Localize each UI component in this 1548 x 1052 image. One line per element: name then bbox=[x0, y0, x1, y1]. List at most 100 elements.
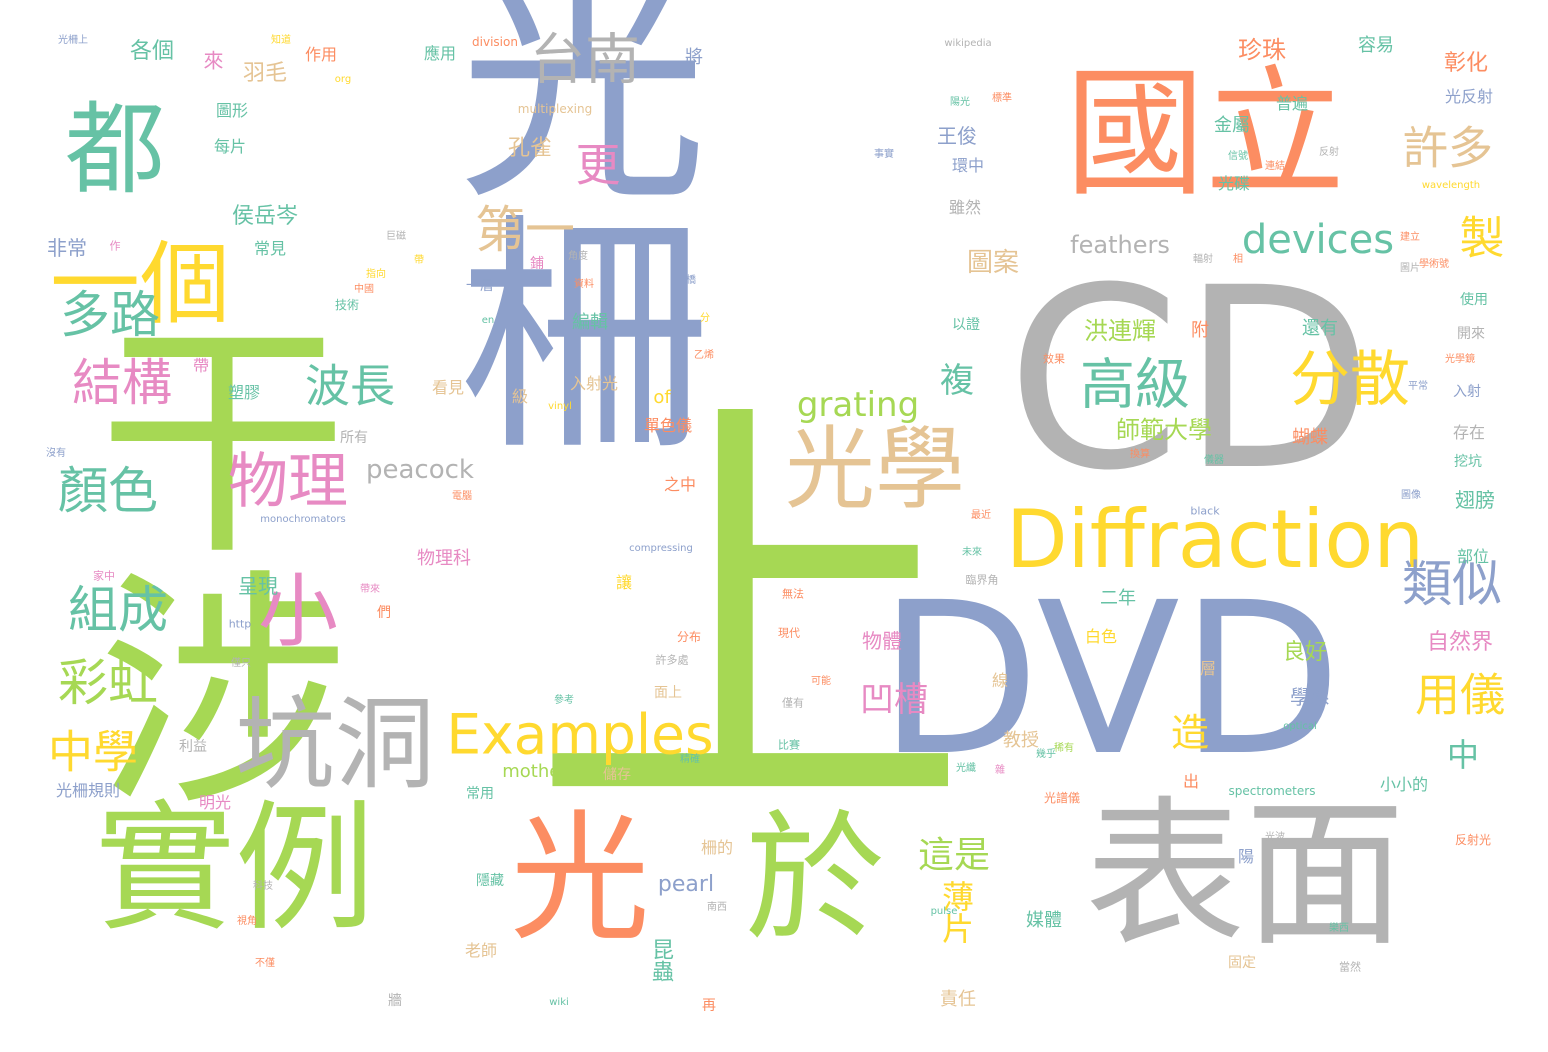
word-xinhao: 信號 bbox=[1228, 151, 1248, 162]
word-danseyi: 單色儀 bbox=[643, 416, 693, 435]
word-wuli: 物理 bbox=[228, 447, 348, 517]
word-meipian: 每片 bbox=[213, 137, 247, 156]
word-yangguang: 陽光 bbox=[950, 97, 970, 108]
word-qiao: 橋 bbox=[686, 275, 696, 286]
word-zhongguo: 中國 bbox=[354, 284, 374, 295]
word-kengdong: 坑洞 bbox=[235, 686, 435, 803]
word-xuduochu: 許多處 bbox=[655, 653, 689, 667]
word-linjiejiao: 臨界角 bbox=[965, 573, 999, 587]
word-laoshi: 老師 bbox=[464, 941, 498, 960]
word-yingyong: 應用 bbox=[423, 44, 457, 63]
word-qiang: 牆 bbox=[388, 993, 402, 1009]
word-of: of bbox=[653, 387, 671, 408]
word-tainan: 台南 bbox=[529, 27, 641, 92]
word-biaomian: 表面 bbox=[1084, 781, 1406, 968]
word-guangxuejing: 光學鏡 bbox=[1445, 354, 1475, 365]
word-vinyl: vinyl bbox=[548, 401, 572, 412]
word-jiang: 將 bbox=[685, 47, 703, 68]
word-buwei: 部位 bbox=[1456, 547, 1490, 566]
word-yumao: 羽毛 bbox=[242, 61, 288, 86]
word-huanzhong: 環中 bbox=[951, 156, 985, 175]
word-zhi: 製 bbox=[1459, 211, 1505, 265]
word-zhizhong: 之中 bbox=[663, 475, 697, 494]
word-lianghao: 良好 bbox=[1282, 640, 1328, 665]
word-leisi: 類似 bbox=[1402, 555, 1502, 613]
word-wakeng: 挖坑 bbox=[1454, 454, 1482, 470]
word-fu: 複 bbox=[940, 361, 974, 401]
word-monochromators: monochromators bbox=[260, 514, 346, 525]
word-hudie: 蝴蝶 bbox=[1292, 427, 1328, 448]
word-guangshan: 光柵 bbox=[415, 0, 706, 455]
word-division: division bbox=[472, 35, 518, 49]
word-changjian: 常見 bbox=[253, 239, 287, 258]
word-jiaodu: 角度 bbox=[568, 251, 588, 262]
word-geng: 更 bbox=[575, 138, 621, 192]
word-guangxian: 光纖 bbox=[956, 763, 976, 774]
word-guang: 光 bbox=[509, 798, 651, 961]
word-diffraction: Diffraction bbox=[1005, 493, 1425, 586]
word-fensan: 分散 bbox=[1290, 345, 1410, 415]
word-fenbu: 分布 bbox=[676, 630, 702, 644]
word-yiceng: 一層 bbox=[466, 278, 494, 294]
word-rushe: 入射 bbox=[1453, 384, 1481, 400]
word-feathers: feathers bbox=[1070, 231, 1170, 259]
word-cd: CD bbox=[1006, 234, 1374, 525]
word-caihong: 彩虹 bbox=[58, 654, 158, 712]
word-black: black bbox=[1190, 504, 1220, 518]
word-chengxian: 呈現 bbox=[238, 574, 278, 598]
word-nanxi: 南西 bbox=[707, 902, 727, 913]
word-wavelength: wavelength bbox=[1421, 180, 1481, 191]
word-ceng: 層 bbox=[1199, 659, 1217, 678]
word-cankao: 參考 bbox=[554, 695, 574, 706]
word-peacock: peacock bbox=[366, 455, 474, 485]
word-http: http bbox=[228, 617, 252, 631]
word-bianji: 編輯 bbox=[572, 312, 608, 333]
word-baopian: 薄片 bbox=[937, 880, 975, 944]
word-wangjun: 王俊 bbox=[937, 124, 977, 148]
word-yincang: 隱藏 bbox=[476, 873, 504, 889]
word-keneng: 可能 bbox=[811, 676, 831, 687]
word-yongyi: 用儀 bbox=[1414, 668, 1506, 722]
word-shijiao: 視角 bbox=[237, 916, 257, 927]
word-jingque: 精確 bbox=[680, 754, 700, 765]
word-kongque: 孔雀 bbox=[507, 136, 553, 161]
word-ernian: 二年 bbox=[1100, 588, 1136, 609]
word-lianjie: 連結 bbox=[1265, 161, 1285, 172]
word-pulse: pulse bbox=[930, 906, 958, 917]
word-lexi: 樂西 bbox=[1329, 923, 1349, 934]
word-yiqi: 儀器 bbox=[1204, 455, 1224, 466]
word-rang: 讓 bbox=[615, 573, 633, 592]
word-wuti: 物體 bbox=[862, 629, 902, 653]
word-examples: Examples bbox=[446, 702, 714, 767]
word-biaozhun: 標準 bbox=[992, 93, 1012, 104]
word-dailai: 帶來 bbox=[360, 584, 380, 595]
word-jianli: 建立 bbox=[1400, 232, 1420, 243]
word-xiaoxiaode: 小小的 bbox=[1379, 775, 1429, 794]
word-jiazhong: 家中 bbox=[93, 569, 115, 583]
word-guangdie: 光碟 bbox=[1217, 174, 1251, 193]
word-shang: 上 bbox=[530, 364, 970, 876]
word-za: 雜 bbox=[995, 765, 1005, 776]
word-chibang: 翅膀 bbox=[1455, 488, 1495, 512]
word-fanshe: 反射 bbox=[1319, 147, 1339, 158]
word-pu: 鋪 bbox=[530, 256, 544, 272]
word-zucheng: 組成 bbox=[68, 581, 168, 639]
word-zai: 再 bbox=[702, 998, 716, 1014]
word-xian: 線 bbox=[991, 671, 1009, 690]
word-gege: 各個 bbox=[129, 39, 175, 64]
word-men: 們 bbox=[377, 605, 391, 621]
word-dai: 帶 bbox=[192, 356, 210, 375]
word-yanse: 顏色 bbox=[58, 462, 158, 520]
word-huansuan: 換算 bbox=[1130, 449, 1150, 460]
word-wiki: wiki bbox=[549, 997, 569, 1008]
word-haiyou: 還有 bbox=[1302, 318, 1338, 339]
word-zuijin: 最近 bbox=[971, 510, 991, 521]
word-changyong: 常用 bbox=[466, 786, 494, 802]
word-jinzhi: 僅只 bbox=[231, 658, 251, 669]
word-juci: 巨磁 bbox=[386, 231, 406, 242]
word-ziliao: 資料 bbox=[574, 279, 594, 290]
word-baise: 白色 bbox=[1084, 627, 1118, 646]
word-rusheguang: 入射光 bbox=[569, 374, 619, 393]
word-wufa: 無法 bbox=[782, 587, 804, 601]
